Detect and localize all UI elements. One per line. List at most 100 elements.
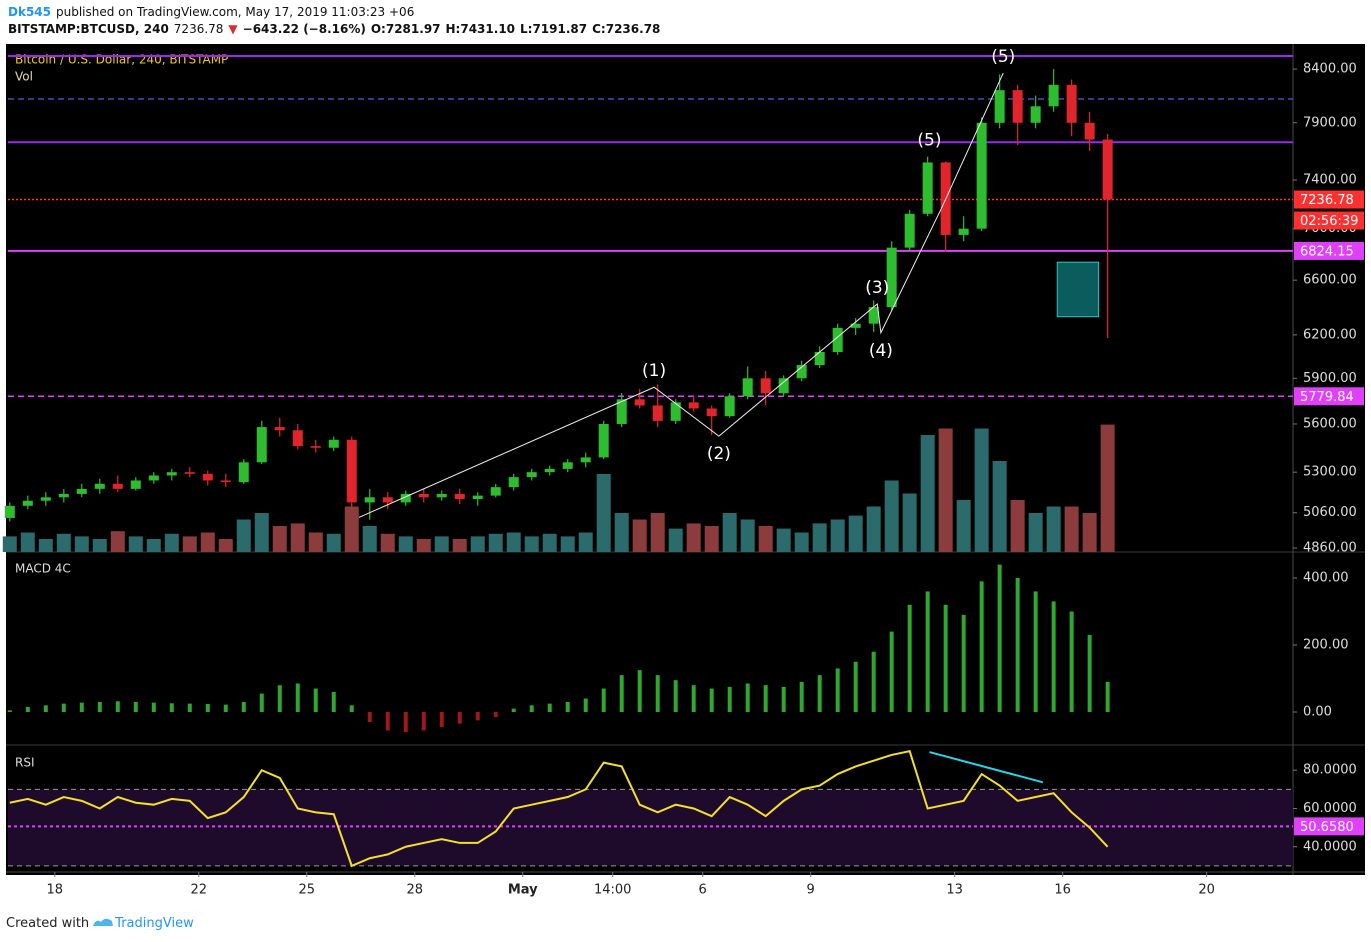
macd-bar	[349, 705, 354, 713]
candle-body	[1102, 139, 1113, 200]
volume-bar	[92, 539, 107, 552]
candle-body	[1030, 106, 1041, 123]
y-tick-label: 0.00	[1303, 705, 1332, 720]
macd-bar	[529, 705, 534, 713]
candle-body	[364, 497, 375, 503]
volume-bar	[146, 539, 161, 552]
volume-bar	[992, 461, 1007, 552]
x-tick-label: 22	[190, 883, 207, 898]
ohlc-l: L:7191.87	[520, 22, 588, 36]
candle-body	[148, 475, 159, 481]
candle-body	[328, 439, 339, 448]
y-tick-label: 5600.00	[1303, 416, 1357, 431]
candle-body	[22, 500, 33, 506]
macd-bar	[7, 710, 12, 713]
candle-body	[868, 307, 879, 324]
candle-body	[832, 327, 843, 352]
volume-bar	[722, 513, 737, 552]
candle-body	[274, 427, 285, 431]
volume-bar	[632, 519, 647, 552]
macd-bar	[97, 701, 102, 713]
macd-bar	[79, 702, 84, 713]
volume-bar	[794, 532, 809, 552]
pane-title: Bitcoin / U.S. Dollar, 240, BITSTAMP	[15, 53, 228, 67]
x-tick-label: 13	[946, 883, 963, 898]
countdown-label: 02:56:39	[1300, 214, 1358, 229]
candle-body	[292, 430, 303, 447]
volume-bar	[272, 526, 287, 552]
ohlc-c: C:7236.78	[592, 22, 661, 36]
macd-bar	[763, 685, 768, 713]
volume-bar	[902, 493, 917, 552]
macd-bar	[565, 701, 570, 713]
x-tick-label: 9	[807, 883, 815, 898]
candle-body	[850, 323, 861, 328]
volume-bar	[542, 533, 557, 552]
macd-bar	[871, 651, 876, 713]
countdown-tag	[1294, 211, 1364, 230]
volume-bar	[434, 536, 449, 552]
volume-bar	[1082, 513, 1097, 552]
macd-bar	[799, 681, 804, 713]
wave-label: (2)	[707, 444, 731, 464]
volume-bar	[866, 506, 881, 552]
macd-bar	[1087, 634, 1092, 713]
volume-bar	[1028, 513, 1043, 552]
volume-bar	[38, 539, 53, 552]
volume-bar	[236, 519, 251, 552]
y-tick-label: 60.0000	[1303, 801, 1357, 816]
brand[interactable]: TradingView	[115, 916, 194, 931]
arrow: ▼	[228, 22, 238, 36]
macd-bar	[547, 703, 552, 713]
volume-bar	[290, 523, 305, 552]
logo	[93, 918, 114, 926]
macd-bar	[205, 703, 210, 713]
candle-body	[58, 493, 69, 498]
candle-body	[598, 423, 609, 458]
volume-bar	[920, 435, 935, 552]
macd-bar	[583, 698, 588, 713]
candle-body	[814, 351, 825, 366]
candle-body	[130, 480, 141, 489]
macd-bar	[1051, 601, 1056, 713]
macd-bar	[1015, 577, 1020, 713]
volume-bar	[740, 519, 755, 552]
volume-bar	[848, 515, 863, 552]
user[interactable]: Dk545	[8, 5, 51, 19]
volume-title: Vol	[15, 70, 33, 84]
y-tick-label: 8400.00	[1303, 62, 1357, 77]
candle-body	[886, 247, 897, 308]
volume-bar	[452, 539, 467, 552]
macd-bar	[781, 686, 786, 713]
volume-bar	[830, 519, 845, 552]
volume-bar	[380, 533, 395, 552]
volume-bar	[812, 523, 827, 552]
macd-bar	[223, 704, 228, 713]
volume-bar	[110, 531, 125, 552]
x-tick-label: May	[508, 883, 538, 898]
candle-body	[580, 457, 591, 463]
volume-bar	[56, 533, 71, 552]
volume-bar	[470, 536, 485, 552]
candle-body	[1066, 84, 1077, 123]
publish-line: Dk545 published on TradingView.com, May 1…	[8, 4, 665, 21]
volume-bar	[776, 528, 791, 552]
volume-bar	[506, 532, 521, 552]
macd-bar	[817, 675, 822, 713]
axis-tag-label: 6824.15	[1300, 244, 1354, 259]
candle-body	[112, 483, 123, 489]
candle-body	[562, 462, 573, 469]
candle-body	[382, 497, 393, 503]
candle-body	[508, 477, 519, 488]
macd-bar	[907, 604, 912, 713]
macd-bar	[115, 701, 120, 713]
ohlc-h: H:7431.10	[445, 22, 516, 36]
candle-body	[760, 378, 771, 394]
x-tick-label: 20	[1198, 883, 1215, 898]
axis-tag	[1294, 241, 1364, 260]
volume-bar	[686, 523, 701, 552]
pane-title: RSI	[15, 756, 35, 770]
volume-bar	[326, 533, 341, 552]
y-tick-label: 5300.00	[1303, 465, 1357, 480]
volume-bar	[650, 513, 665, 552]
